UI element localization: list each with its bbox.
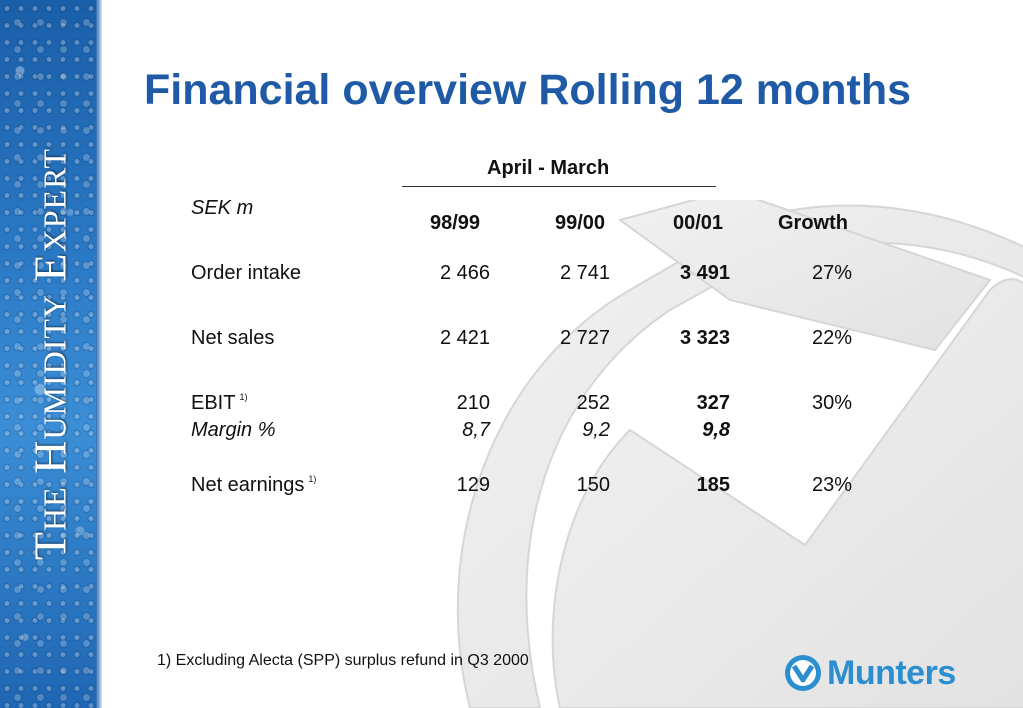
ebit-0001: 327 bbox=[696, 392, 730, 414]
net-earnings-0001: 185 bbox=[696, 474, 730, 496]
net-earnings-growth: 23% bbox=[811, 474, 852, 496]
unit-label: SEK m bbox=[191, 197, 254, 219]
net-earnings-9900: 150 bbox=[576, 474, 610, 496]
munters-wordmark: Munters bbox=[827, 653, 956, 692]
net-sales-9899: 2 421 bbox=[439, 327, 490, 349]
row-label-order-intake: Order intake bbox=[191, 262, 302, 284]
ebit-9900: 252 bbox=[576, 392, 610, 414]
margin-9900: 9,2 bbox=[582, 419, 610, 441]
sidebar-water-drops: The Humidity Expert bbox=[0, 0, 100, 708]
order-intake-9900: 2 741 bbox=[559, 262, 610, 284]
page-title: Financial overview Rolling 12 months bbox=[144, 66, 912, 114]
water-drops-pattern bbox=[0, 0, 100, 708]
footnote: 1) Excluding Alecta (SPP) surplus refund… bbox=[157, 652, 529, 669]
period-header: April - March bbox=[487, 157, 610, 179]
period-header-rule bbox=[402, 186, 716, 187]
net-sales-9900: 2 727 bbox=[559, 327, 610, 349]
order-intake-9899: 2 466 bbox=[439, 262, 490, 284]
column-header-9899: 98/99 bbox=[430, 212, 481, 234]
net-sales-growth: 22% bbox=[811, 327, 852, 349]
row-label-net-earnings: Net earnings 1) bbox=[191, 474, 316, 497]
margin-0001: 9,8 bbox=[702, 419, 730, 441]
water-drops-pattern-large bbox=[0, 0, 100, 708]
row-label-net-sales: Net sales bbox=[191, 327, 275, 349]
row-label-margin: Margin % bbox=[191, 419, 276, 441]
watermark-check-icon bbox=[456, 200, 1023, 708]
net-earnings-footnote-marker: 1) bbox=[308, 474, 317, 484]
column-header-9900: 99/00 bbox=[555, 212, 606, 234]
margin-9899: 8,7 bbox=[462, 419, 490, 441]
munters-logo: Munters bbox=[783, 650, 973, 696]
ebit-9899: 210 bbox=[456, 392, 490, 414]
ebit-footnote-marker: 1) bbox=[239, 392, 248, 402]
column-header-0001: 00/01 bbox=[673, 212, 724, 234]
ebit-label: EBIT bbox=[191, 392, 236, 414]
sidebar-edge bbox=[96, 0, 102, 708]
munters-m-icon bbox=[785, 655, 821, 691]
net-sales-0001: 3 323 bbox=[679, 327, 730, 349]
order-intake-growth: 27% bbox=[811, 262, 852, 284]
net-earnings-9899: 129 bbox=[456, 474, 490, 496]
ebit-growth: 30% bbox=[811, 392, 852, 414]
row-label-ebit: EBIT 1) bbox=[191, 392, 247, 415]
net-earnings-label: Net earnings bbox=[191, 474, 305, 496]
column-header-growth: Growth bbox=[778, 212, 848, 234]
order-intake-0001: 3 491 bbox=[679, 262, 730, 284]
